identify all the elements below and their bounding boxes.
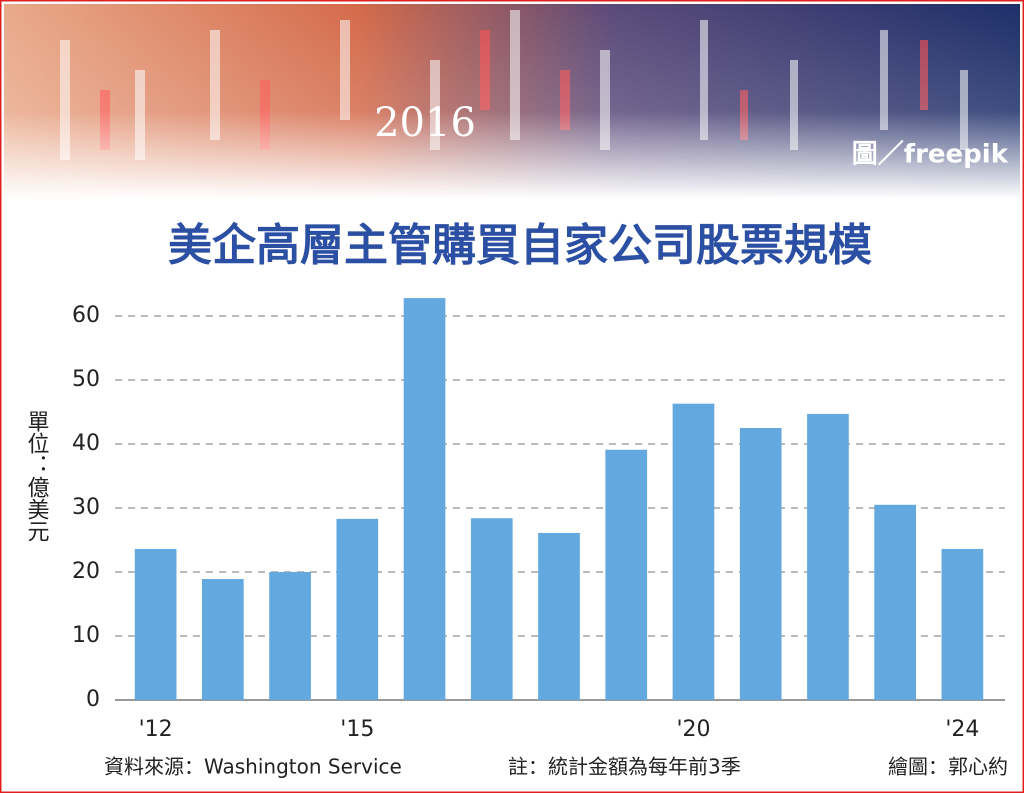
- image-credit: 圖／freepik: [852, 140, 1009, 170]
- bar: [403, 298, 446, 700]
- y-axis-label: 單位：億美元: [24, 410, 50, 542]
- y-tick-label: 0: [86, 687, 100, 712]
- x-tick-label: '24: [945, 717, 979, 742]
- bar: [538, 532, 580, 700]
- x-tick-label: '15: [340, 717, 374, 742]
- bar: [202, 579, 244, 700]
- x-tick-label: '12: [139, 717, 173, 742]
- x-tick-label: '20: [676, 717, 710, 742]
- source: 資料來源：Washington Service: [104, 755, 402, 779]
- header-image: 2016 圖／freepik: [4, 4, 1020, 199]
- bar: [941, 548, 984, 700]
- note: 註：統計金額為每年前3季: [508, 755, 741, 779]
- y-tick-label: 10: [72, 623, 100, 648]
- y-tick-label: 40: [72, 431, 100, 456]
- bar: [336, 518, 379, 700]
- credit: 繪圖：郭心約: [888, 755, 1008, 779]
- bar: [672, 403, 715, 700]
- y-tick-label: 20: [72, 559, 100, 584]
- bar: [807, 413, 849, 700]
- bar: [874, 504, 916, 700]
- y-tick-label: 60: [72, 303, 100, 328]
- y-tick-label: 30: [72, 495, 100, 520]
- bar: [269, 572, 311, 700]
- bar: [134, 548, 177, 700]
- header-image-text: 2016: [374, 100, 476, 146]
- bar: [739, 428, 782, 700]
- chart-title: 美企高層主管購買自家公司股票規模: [168, 220, 872, 271]
- bar: [605, 449, 648, 700]
- y-tick-label: 50: [72, 367, 100, 392]
- bar: [470, 518, 513, 700]
